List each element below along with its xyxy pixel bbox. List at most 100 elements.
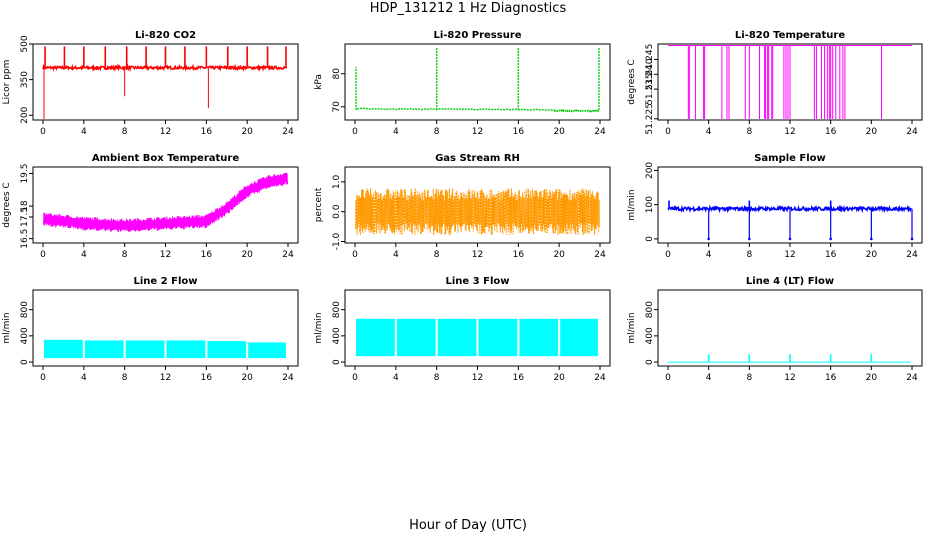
plot-frame — [344, 43, 611, 121]
x-tick-label: 12 — [160, 250, 171, 260]
flow-block — [519, 318, 559, 357]
y-tick-label: 800 — [20, 301, 30, 318]
flow-drop-point — [910, 237, 914, 241]
x-tick-label: 16 — [201, 127, 213, 137]
x-tick-label: 24 — [282, 373, 294, 383]
y-tick-label: 0.0 — [332, 204, 342, 219]
x-tick-label: 4 — [81, 127, 87, 137]
x-tick-label: 0 — [665, 373, 671, 383]
series-ambient-box-temperature — [43, 172, 288, 233]
x-tick-label: 8 — [434, 127, 440, 137]
x-tick-label: 16 — [201, 250, 213, 260]
main-title: HDP_131212 1 Hz Diagnostics — [369, 1, 567, 16]
y-tick-label: 500 — [20, 35, 30, 52]
y-axis-label: Licor ppm — [2, 60, 12, 105]
x-tick-label: 20 — [866, 373, 878, 383]
x-tick-label: 0 — [352, 250, 358, 260]
pressure-trace — [356, 107, 555, 111]
x-tick-label: 12 — [784, 127, 795, 137]
x-tick-label: 0 — [352, 373, 358, 383]
x-tick-label: 0 — [352, 127, 358, 137]
y-tick-label: 0 — [645, 359, 655, 365]
y-tick-label: 16.5 — [20, 229, 30, 249]
panel-gas-stream-rh: Gas Stream RH 0 4 8 12 16 20 24 -1.0 0.0 1.0 percen… — [314, 153, 611, 260]
x-tick-label: 4 — [393, 373, 399, 383]
flow-block — [356, 318, 395, 357]
x-tick-label: 8 — [122, 373, 128, 383]
x-tick-label: 12 — [784, 373, 795, 383]
x-tick-label: 4 — [81, 250, 87, 260]
flow-block — [84, 340, 124, 359]
x-tick-label: 8 — [746, 373, 752, 383]
x-tick-label: 12 — [160, 127, 171, 137]
x-tick-label: 12 — [472, 250, 483, 260]
x-tick-label: 12 — [160, 373, 171, 383]
x-tick-label: 20 — [241, 127, 253, 137]
flow-drop-point — [748, 237, 751, 241]
series-li-820-pressure — [355, 47, 600, 114]
x-tick-label: 4 — [706, 373, 712, 383]
x-tick-label: 12 — [472, 373, 483, 383]
temperature-band — [43, 172, 288, 233]
series-sample-flow — [667, 200, 914, 241]
y-tick-label: 100 — [645, 196, 655, 213]
y-tick-label: 0 — [645, 236, 655, 242]
flow-block — [396, 318, 436, 357]
x-tick-label: 16 — [513, 127, 525, 137]
y-tick-label: 0 — [332, 359, 342, 365]
y-tick-label: 800 — [332, 301, 342, 318]
y-tick-label: 19.5 — [20, 163, 30, 183]
y-axis-label: percent — [314, 187, 324, 222]
rh-trace — [355, 188, 600, 236]
y-tick-label: 200 — [645, 162, 655, 179]
y-tick-label: 400 — [20, 327, 30, 344]
flow-drop-point — [707, 237, 710, 241]
panel-line-4-lt-flow: Line 4 (LT) Flow 0 4 8 12 16 20 24 0 400 800 ml/min — [627, 276, 923, 383]
x-tick-label: 20 — [241, 250, 253, 260]
y-tick-label: 0 — [20, 359, 30, 365]
y-tick-label: 18 — [20, 200, 30, 212]
panel-title: Line 2 Flow — [134, 276, 198, 287]
y-tick-label: 51.235 — [645, 73, 655, 105]
panel-title: Line 3 Flow — [446, 276, 510, 287]
x-tick-label: 20 — [553, 250, 565, 260]
plot-frame — [32, 166, 299, 244]
flow-drop-point — [829, 237, 832, 241]
flow-block — [125, 340, 165, 359]
x-tick-label: 4 — [393, 250, 399, 260]
series-line-4-lt-flow — [668, 354, 911, 363]
panel-title: Sample Flow — [754, 153, 826, 164]
y-tick-label: 51.245 — [645, 44, 655, 76]
panel-title: Ambient Box Temperature — [92, 153, 239, 164]
x-tick-label: 20 — [866, 250, 878, 260]
y-tick-label: 51.240 — [645, 58, 655, 90]
x-tick-label: 24 — [282, 250, 294, 260]
flow-block — [166, 340, 206, 359]
y-tick-label: 400 — [645, 327, 655, 344]
x-tick-label: 20 — [553, 373, 565, 383]
x-tick-label: 0 — [40, 127, 46, 137]
x-tick-label: 16 — [513, 373, 525, 383]
x-tick-label: 8 — [434, 373, 440, 383]
y-tick-label: 51.225 — [645, 103, 655, 135]
flow-block — [248, 342, 286, 359]
y-axis-label: kPa — [314, 74, 324, 90]
y-tick-label: 17.5 — [20, 207, 30, 227]
x-tick-label: 24 — [594, 250, 606, 260]
x-tick-label: 16 — [825, 250, 837, 260]
flow-block — [207, 341, 247, 359]
series-li-820-co2 — [42, 46, 288, 119]
panel-title: Line 4 (LT) Flow — [746, 276, 834, 287]
y-axis-label: degrees C — [627, 59, 637, 104]
x-tick-label: 16 — [513, 250, 525, 260]
x-tick-label: 12 — [472, 127, 483, 137]
y-tick-label: 800 — [645, 301, 655, 318]
y-tick-label: 1.0 — [332, 174, 342, 189]
x-tick-label: 8 — [746, 127, 752, 137]
series-line-3-flow — [356, 318, 598, 357]
x-tick-label: 0 — [40, 373, 46, 383]
panel-title: Li-820 Temperature — [735, 30, 845, 41]
x-tick-label: 24 — [282, 127, 294, 137]
x-tick-label: 16 — [825, 373, 837, 383]
